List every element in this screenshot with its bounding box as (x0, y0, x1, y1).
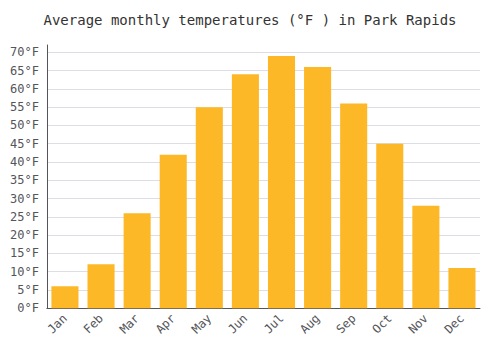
svg-text:40°F: 40°F (10, 155, 39, 169)
svg-text:Mar: Mar (117, 311, 142, 336)
svg-text:5°F: 5°F (17, 283, 39, 297)
svg-text:Jun: Jun (225, 311, 250, 336)
svg-text:10°F: 10°F (10, 265, 39, 279)
svg-text:Dec: Dec (442, 311, 467, 336)
svg-text:Jan: Jan (45, 311, 70, 336)
svg-text:0°F: 0°F (17, 301, 39, 315)
svg-text:Oct: Oct (370, 311, 395, 336)
svg-text:25°F: 25°F (10, 210, 39, 224)
svg-text:Nov: Nov (406, 311, 431, 336)
svg-text:55°F: 55°F (10, 100, 39, 114)
svg-text:35°F: 35°F (10, 173, 39, 187)
svg-text:Jul: Jul (261, 311, 286, 336)
svg-text:45°F: 45°F (10, 137, 39, 151)
svg-text:50°F: 50°F (10, 118, 39, 132)
svg-text:15°F: 15°F (10, 246, 39, 260)
svg-text:Aug: Aug (297, 311, 322, 336)
svg-text:30°F: 30°F (10, 192, 39, 206)
svg-text:May: May (189, 311, 214, 336)
svg-text:Average monthly temperatures (: Average monthly temperatures (°F ) in Pa… (43, 12, 456, 28)
svg-text:65°F: 65°F (10, 64, 39, 78)
svg-text:Apr: Apr (153, 311, 178, 336)
svg-text:Feb: Feb (81, 311, 106, 336)
svg-text:60°F: 60°F (10, 82, 39, 96)
svg-text:Sep: Sep (333, 311, 358, 336)
svg-text:20°F: 20°F (10, 228, 39, 242)
svg-text:70°F: 70°F (10, 45, 39, 59)
